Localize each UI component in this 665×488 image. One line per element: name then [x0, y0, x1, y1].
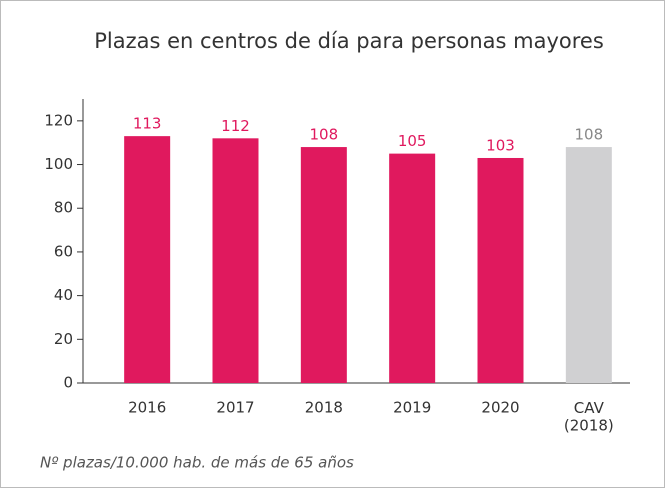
x-tick-label: 2020 — [481, 399, 519, 417]
x-tick-label: 2017 — [216, 399, 254, 417]
data-label: 105 — [398, 132, 427, 150]
data-label: 108 — [310, 126, 339, 144]
y-tick-label: 60 — [54, 242, 73, 260]
chart-title: Plazas en centros de día para personas m… — [94, 29, 604, 53]
bar — [212, 138, 259, 383]
x-tick-label: 2016 — [128, 399, 166, 417]
x-tick-label: 2019 — [393, 399, 431, 417]
y-tick-label: 40 — [54, 286, 73, 304]
bar — [124, 136, 171, 383]
bar — [477, 157, 524, 383]
bar — [389, 153, 436, 383]
data-label: 103 — [486, 136, 515, 154]
y-tick-label: 80 — [54, 199, 73, 217]
y-tick-label: 20 — [54, 330, 73, 348]
data-label: 108 — [575, 126, 604, 144]
data-label: 113 — [133, 115, 162, 133]
footnote: Nº plazas/10.000 hab. de más de 65 años — [40, 454, 354, 472]
y-tick-label: 120 — [44, 111, 73, 129]
bar — [565, 147, 612, 383]
data-label: 112 — [221, 117, 250, 135]
x-tick-label: CAV (2018) — [564, 399, 614, 434]
y-tick-label: 0 — [63, 374, 73, 392]
bar — [300, 147, 347, 383]
x-tick-label: 2018 — [305, 399, 343, 417]
y-tick-label: 100 — [44, 155, 73, 173]
